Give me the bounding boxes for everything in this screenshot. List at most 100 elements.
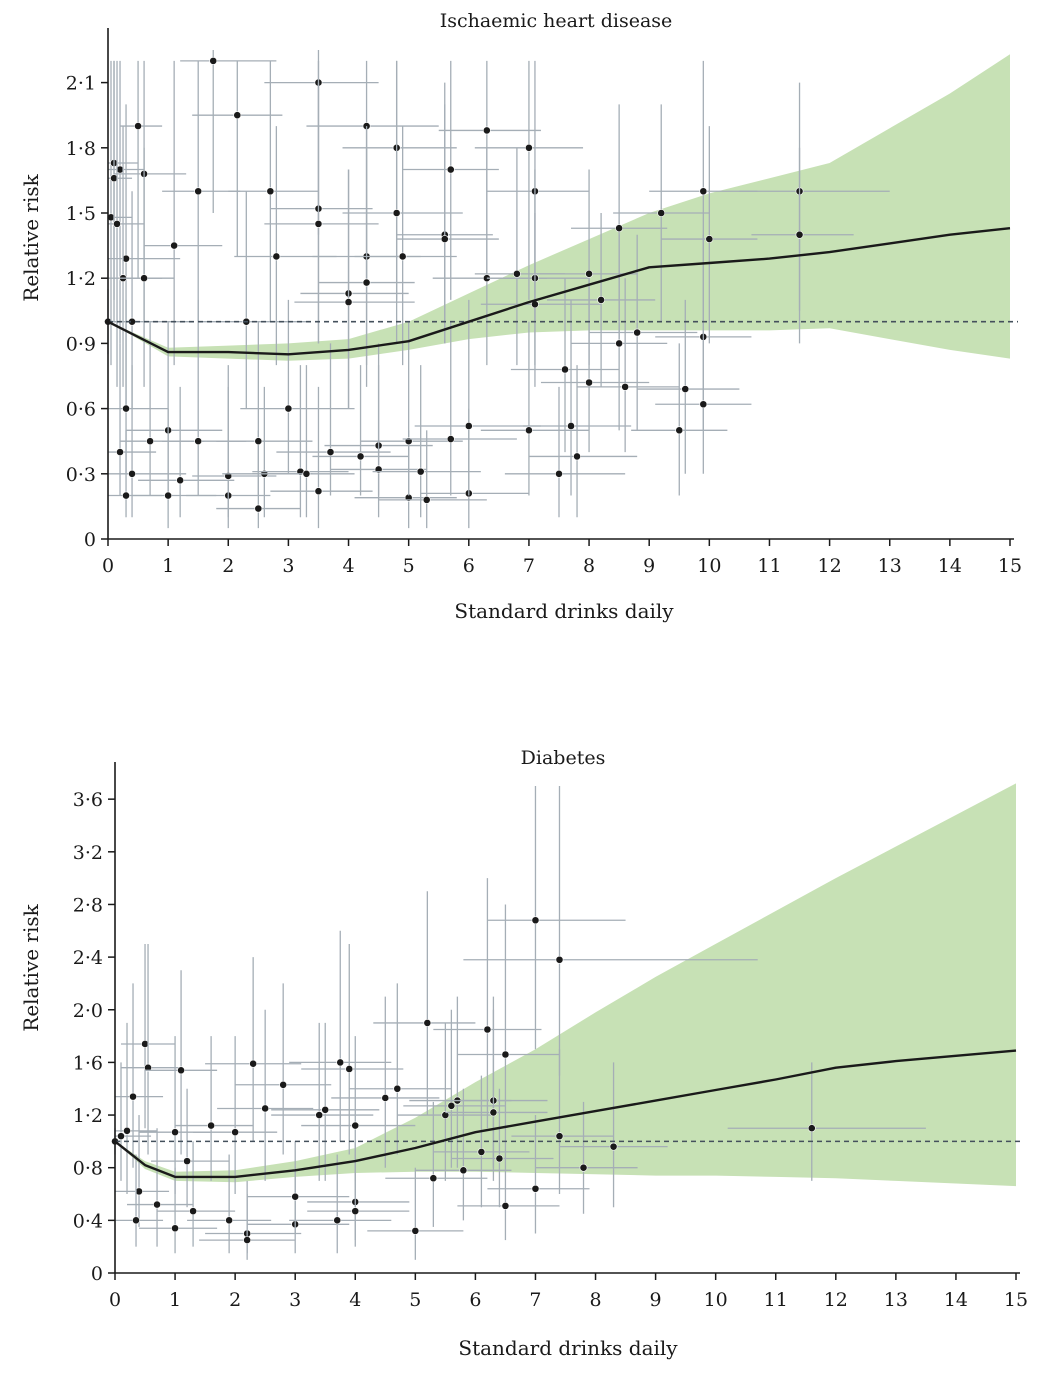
point-marker bbox=[579, 1163, 588, 1172]
point-marker bbox=[194, 187, 203, 196]
y-tick-label: 0·8 bbox=[73, 1158, 103, 1180]
data-point bbox=[193, 1036, 278, 1195]
data-point bbox=[463, 786, 758, 1076]
data-point bbox=[289, 930, 392, 1142]
data-point bbox=[451, 1088, 554, 1208]
point-marker bbox=[573, 452, 581, 461]
data-point bbox=[540, 278, 650, 453]
data-point bbox=[235, 983, 332, 1155]
y-tick-label: 1·8 bbox=[66, 138, 96, 160]
y-tick-label: 0·9 bbox=[66, 333, 96, 355]
point-marker bbox=[194, 437, 203, 446]
point-marker bbox=[164, 491, 173, 500]
point-marker bbox=[615, 339, 624, 348]
point-marker bbox=[233, 111, 242, 120]
data-point bbox=[414, 299, 541, 496]
data-point bbox=[205, 957, 302, 1142]
point-marker bbox=[483, 1025, 492, 1034]
data-point bbox=[115, 1022, 158, 1195]
point-marker bbox=[122, 404, 130, 413]
data-point bbox=[535, 1101, 638, 1214]
point-marker bbox=[495, 1154, 504, 1163]
data-point bbox=[120, 60, 163, 279]
data-point bbox=[637, 299, 740, 474]
data-point bbox=[487, 1115, 590, 1234]
data-point bbox=[270, 386, 373, 529]
data-point bbox=[528, 365, 638, 518]
point-marker bbox=[113, 219, 121, 228]
point-marker bbox=[132, 1216, 140, 1225]
data-point bbox=[121, 943, 182, 1155]
x-tick-label: 15 bbox=[998, 555, 1022, 577]
point-marker bbox=[441, 1111, 450, 1119]
data-point bbox=[115, 1062, 152, 1181]
data-point bbox=[270, 60, 373, 344]
data-point bbox=[613, 104, 710, 322]
data-points-layer bbox=[111, 786, 926, 1260]
y-axis-label: Relative risk bbox=[19, 903, 43, 1031]
point-marker bbox=[446, 165, 455, 174]
data-point bbox=[457, 904, 560, 1142]
point-marker bbox=[123, 1126, 131, 1135]
data-point bbox=[727, 1062, 926, 1181]
y-tick-label: 0 bbox=[84, 529, 96, 551]
x-tick-label: 11 bbox=[764, 1289, 788, 1311]
data-point bbox=[457, 1141, 560, 1241]
x-tick-label: 10 bbox=[697, 555, 721, 577]
point-marker bbox=[153, 1200, 161, 1209]
point-marker bbox=[351, 1121, 360, 1130]
data-point bbox=[402, 60, 499, 300]
x-axis-label: Standard drinks daily bbox=[458, 1336, 678, 1360]
point-marker bbox=[501, 1050, 510, 1059]
point-marker bbox=[525, 426, 533, 435]
data-point bbox=[271, 1022, 380, 1181]
x-tick-label: 7 bbox=[529, 1289, 541, 1311]
data-point bbox=[307, 1154, 410, 1247]
point-marker bbox=[116, 448, 124, 456]
data-point bbox=[367, 1167, 464, 1260]
data-point bbox=[175, 1036, 254, 1181]
data-point bbox=[120, 147, 175, 387]
point-marker bbox=[531, 1184, 540, 1193]
y-tick-label: 1·2 bbox=[66, 268, 96, 290]
point-marker bbox=[681, 385, 690, 393]
x-tick-label: 1 bbox=[162, 555, 174, 577]
diabetes-panel: Diabetes 0 1 2 3 4 5 6 7 8 9 10 11 12 13 14 1500·40·81·… bbox=[19, 747, 1028, 1360]
x-tick-label: 0 bbox=[109, 1289, 121, 1311]
data-point bbox=[138, 386, 235, 518]
y-tick-label: 3·2 bbox=[73, 842, 103, 864]
data-point bbox=[127, 1128, 194, 1247]
y-tick-label: 2·4 bbox=[73, 947, 103, 969]
point-marker bbox=[231, 1128, 240, 1137]
data-point bbox=[115, 1154, 164, 1247]
axes-layer: 0 1 2 3 4 5 6 7 8 9 10 11 12 13 14 1500·30·60·91·21·51·… bbox=[66, 28, 1022, 577]
data-point bbox=[187, 1154, 272, 1254]
data-point bbox=[661, 126, 758, 344]
point-marker bbox=[699, 400, 708, 409]
x-tick-label: 13 bbox=[884, 1289, 908, 1311]
point-marker bbox=[291, 1192, 300, 1201]
x-tick-label: 14 bbox=[938, 555, 962, 577]
data-point bbox=[577, 278, 680, 453]
point-marker bbox=[422, 495, 431, 504]
data-point bbox=[360, 321, 463, 496]
point-marker bbox=[489, 1108, 498, 1117]
data-point bbox=[342, 60, 457, 300]
y-tick-label: 0·4 bbox=[73, 1210, 103, 1232]
y-tick-label: 2·1 bbox=[66, 73, 96, 95]
data-point bbox=[205, 1180, 302, 1254]
point-marker bbox=[585, 378, 593, 387]
data-point bbox=[162, 60, 241, 322]
data-point bbox=[157, 1141, 236, 1247]
point-marker bbox=[314, 219, 323, 228]
chart-title: Ischaemic heart disease bbox=[440, 10, 673, 32]
y-tick-label: 1·2 bbox=[73, 1105, 103, 1127]
y-tick-label: 1·5 bbox=[66, 203, 96, 225]
x-tick-label: 8 bbox=[583, 555, 595, 577]
data-point bbox=[294, 169, 415, 409]
point-marker bbox=[122, 491, 130, 500]
point-marker bbox=[207, 1121, 216, 1130]
point-marker bbox=[129, 1092, 137, 1101]
data-point bbox=[474, 60, 584, 300]
point-marker bbox=[633, 328, 642, 337]
